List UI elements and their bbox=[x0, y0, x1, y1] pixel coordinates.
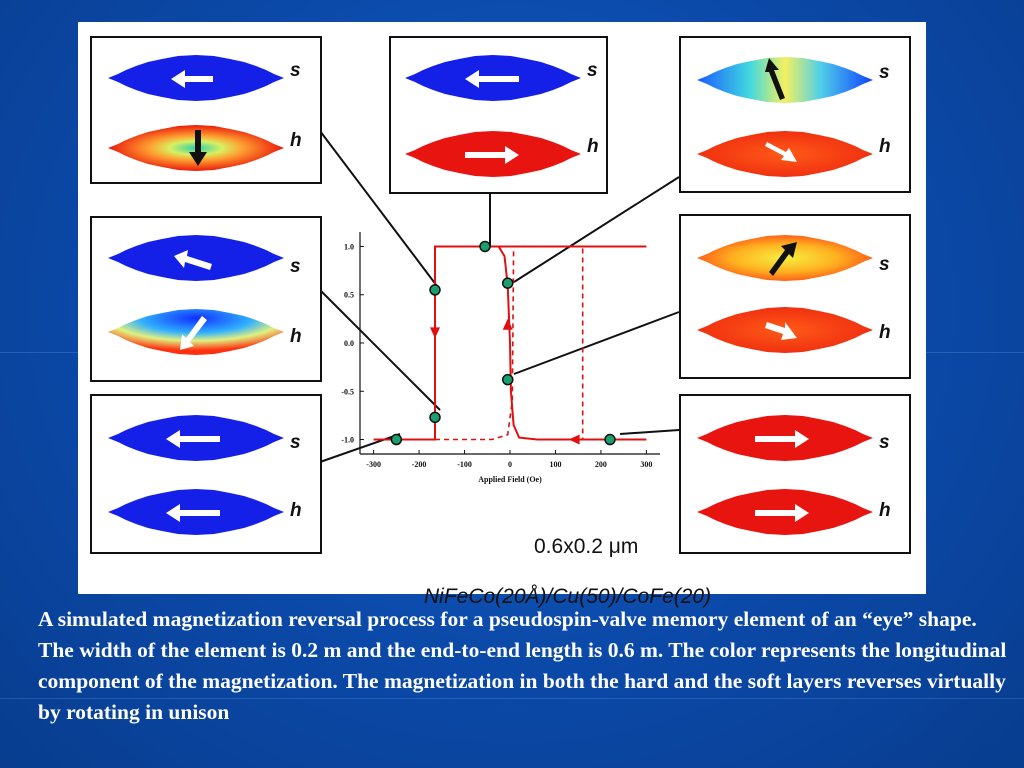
arrow-left-icon bbox=[166, 430, 220, 448]
soft-layer-label: s bbox=[879, 432, 890, 453]
x-tick-label: -200 bbox=[412, 460, 427, 469]
hysteresis-branch-3 bbox=[435, 245, 584, 441]
state-marker bbox=[429, 284, 441, 296]
state-marker bbox=[604, 433, 616, 446]
x-axis-label: Applied Field (Oe) bbox=[478, 475, 542, 484]
hard-layer-label: h bbox=[290, 130, 302, 151]
hard-layer-label: h bbox=[879, 500, 891, 521]
arrow-left-icon bbox=[166, 504, 220, 522]
x-tick-label: 300 bbox=[640, 460, 652, 469]
arrow-left-icon bbox=[171, 70, 213, 88]
arrow-down-icon bbox=[189, 130, 207, 166]
element-size-label: 0.6x0.2 μm bbox=[534, 535, 639, 558]
state-marker bbox=[429, 411, 441, 424]
hysteresis-chart: -300 -200 -100 0 100 200 300 1.0 0.5 0.0 -0.5 -1.0 A… bbox=[341, 232, 660, 484]
state-marker bbox=[501, 277, 514, 289]
material-stack-label: NiFeCo(20Å)/Cu(50)/CoFe(20) bbox=[424, 585, 712, 608]
panel-mid-right: s h bbox=[679, 214, 911, 379]
arrow-left-icon bbox=[174, 250, 212, 270]
hysteresis-branch-2 bbox=[482, 245, 647, 441]
y-tick-label: -1.0 bbox=[341, 436, 354, 445]
soft-layer-label: s bbox=[879, 254, 890, 275]
y-tick-label: -0.5 bbox=[341, 387, 354, 396]
state-marker bbox=[501, 373, 514, 386]
direction-arrow bbox=[430, 327, 440, 339]
state-marker bbox=[479, 240, 491, 253]
y-tick-label: 0.5 bbox=[344, 291, 354, 300]
hard-layer-label: h bbox=[290, 326, 302, 347]
soft-layer-label: s bbox=[290, 60, 301, 81]
hard-layer-label: h bbox=[879, 322, 891, 343]
direction-arrow bbox=[568, 434, 580, 445]
panel-bottom-left: s h bbox=[90, 394, 322, 554]
soft-layer-label: s bbox=[879, 62, 890, 83]
y-tick-label: 0.0 bbox=[344, 339, 354, 348]
figure: -300 -200 -100 0 100 200 300 1.0 0.5 0.0 -0.5 -1.0 A… bbox=[78, 22, 926, 608]
x-tick-label: 100 bbox=[549, 460, 561, 469]
figure-caption: A simulated magnetization reversal proce… bbox=[38, 607, 1007, 724]
arrow-right-icon bbox=[765, 142, 797, 162]
direction-arrow bbox=[502, 318, 513, 330]
hard-layer-label: h bbox=[879, 136, 891, 157]
x-tick-label: -300 bbox=[366, 460, 381, 469]
x-tick-label: 0 bbox=[508, 460, 512, 469]
state-marker bbox=[390, 433, 403, 446]
arrow-right-icon bbox=[755, 504, 809, 522]
soft-layer-label: s bbox=[290, 256, 301, 277]
panel-top-right: s h bbox=[679, 36, 911, 193]
background-line bbox=[0, 352, 78, 353]
panel-bottom-right: s h bbox=[679, 394, 911, 554]
arrow-up-left-icon bbox=[765, 58, 785, 100]
soft-layer-label: s bbox=[290, 432, 301, 453]
soft-layer-label: s bbox=[587, 60, 598, 81]
arrow-right-icon bbox=[465, 146, 519, 164]
y-tick-label: 1.0 bbox=[344, 242, 354, 251]
panel-top-center: s h bbox=[389, 36, 608, 194]
arrow-up-right-icon bbox=[769, 242, 797, 276]
x-tick-label: -100 bbox=[457, 460, 472, 469]
arrow-down-left-icon bbox=[180, 316, 207, 350]
arrow-left-icon bbox=[465, 70, 519, 88]
hard-layer-label: h bbox=[587, 136, 599, 157]
panel-mid-left: s h bbox=[90, 216, 322, 382]
arrow-right-icon bbox=[765, 322, 797, 340]
hard-layer-label: h bbox=[290, 500, 302, 521]
panel-top-left: s h bbox=[90, 36, 322, 184]
background-line bbox=[926, 352, 1024, 353]
arrow-right-icon bbox=[755, 430, 809, 448]
background-line bbox=[0, 698, 1024, 699]
x-tick-label: 200 bbox=[595, 460, 607, 469]
